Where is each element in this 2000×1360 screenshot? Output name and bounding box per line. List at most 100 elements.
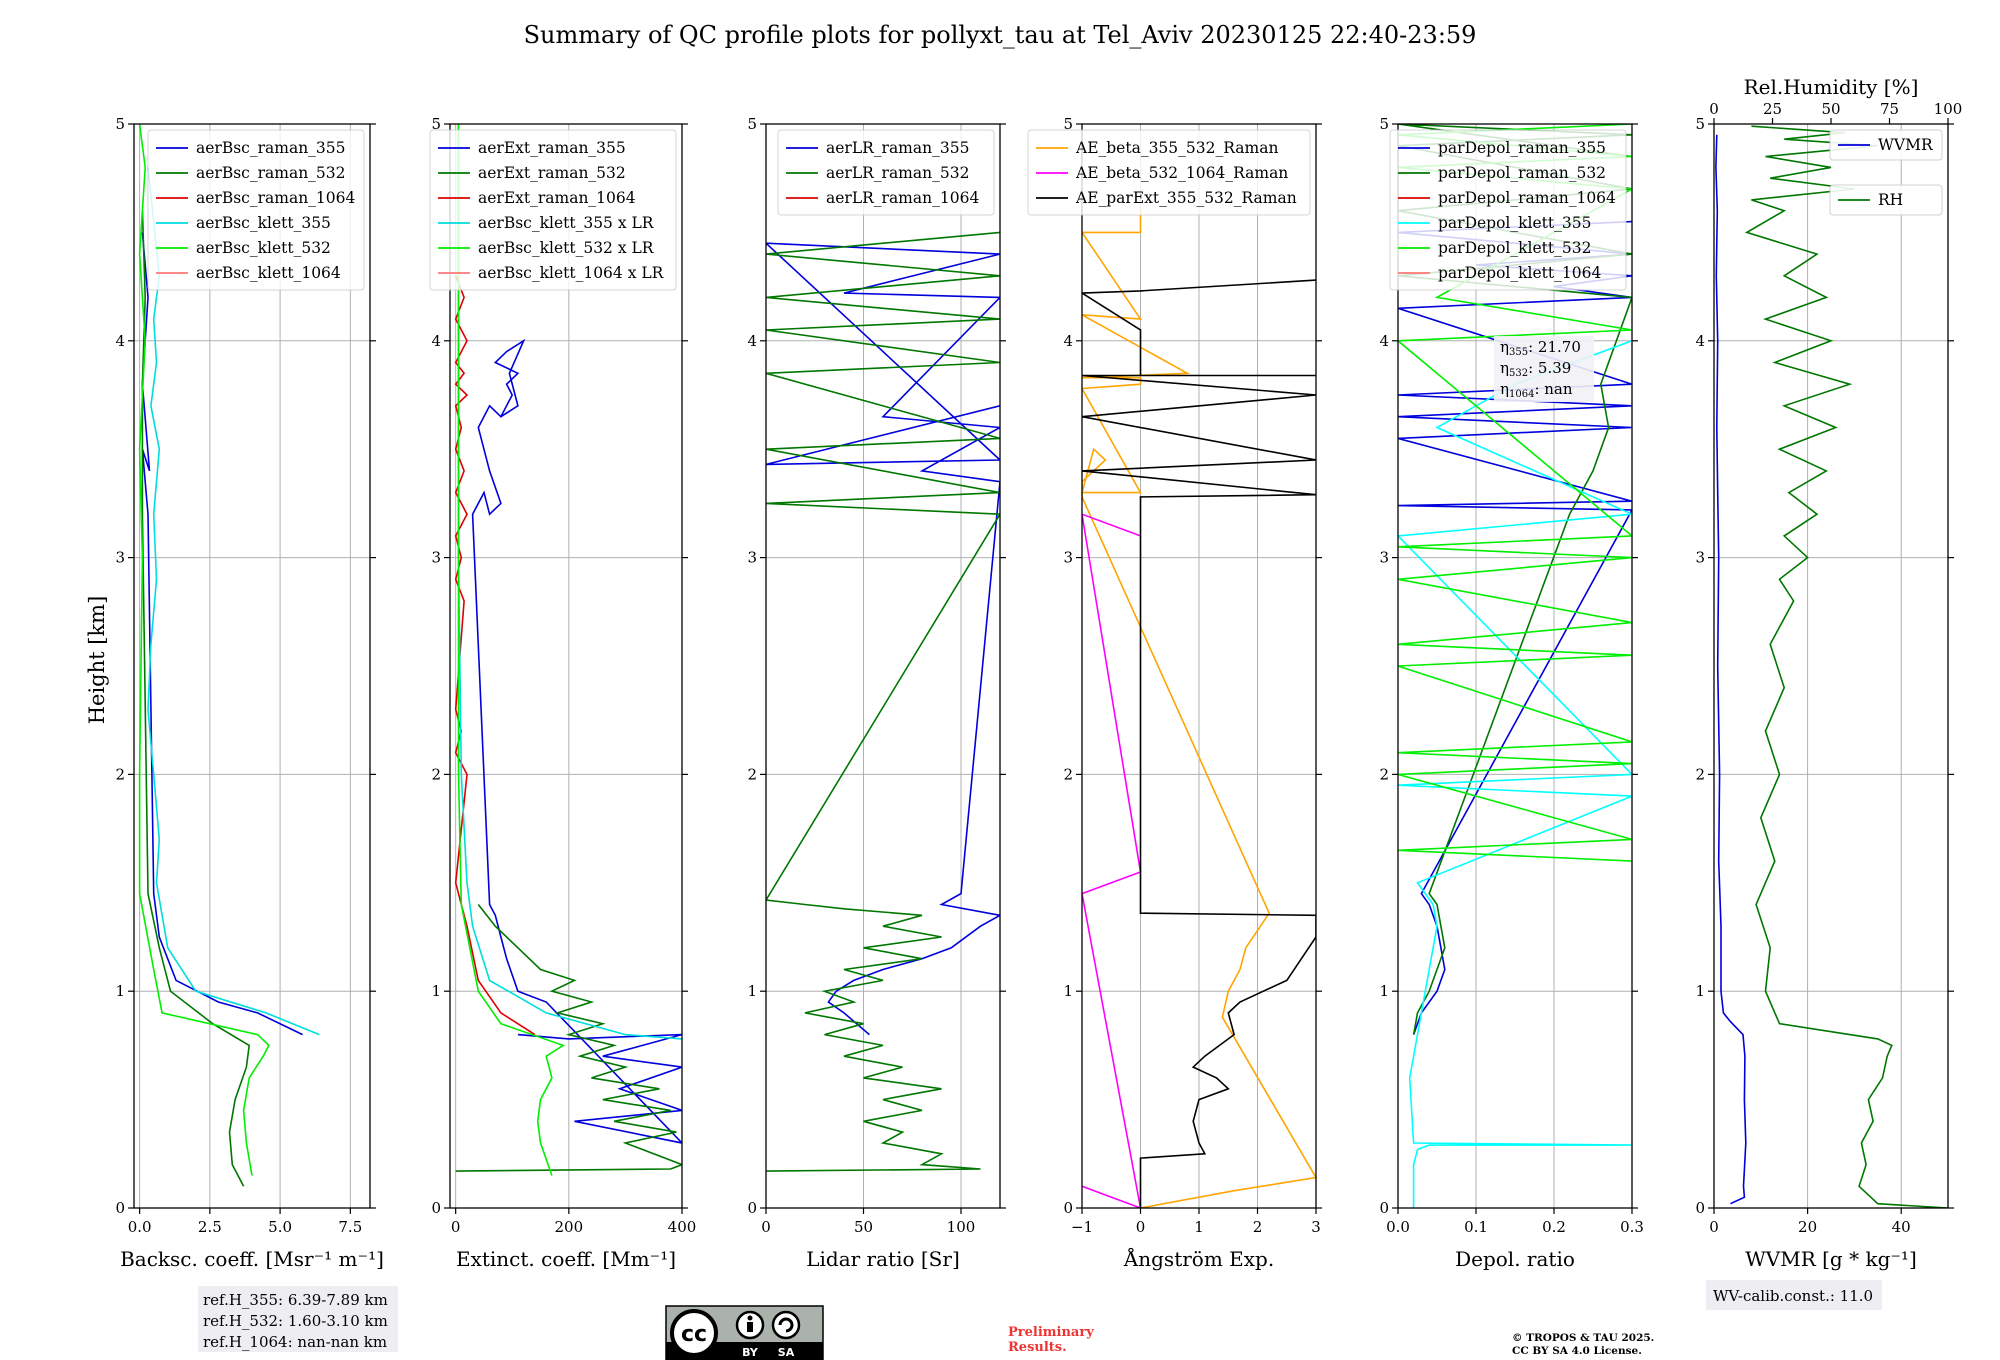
legend-box [1829, 184, 1943, 216]
eta-1064: η1064: nan [1500, 380, 1573, 400]
x-tick-label: 0 [1709, 1218, 1719, 1236]
series-line-aerBsc_klett_355 [147, 167, 320, 1036]
legend-box [429, 129, 677, 291]
series-line-aerBsc_raman_532 [141, 210, 251, 1187]
legend-label: aerBsc_klett_532 [196, 239, 331, 257]
legend-label: aerBsc_klett_355 x LR [478, 214, 655, 232]
y-tick-label: 1 [1695, 982, 1705, 1000]
legend-label: parDepol_klett_1064 [1438, 264, 1601, 282]
y-tick-label: 0 [1379, 1199, 1389, 1217]
legend-label: aerExt_raman_355 [478, 139, 626, 157]
ref-height-box [198, 1286, 398, 1352]
y-tick-label: 4 [1379, 332, 1389, 350]
legend-label: parDepol_raman_355 [1438, 139, 1606, 157]
legend-label: aerBsc_klett_1064 x LR [478, 264, 665, 282]
cc-icon: cc [681, 1322, 707, 1347]
x-axis-label: Extinct. coeff. [Mm⁻¹] [456, 1247, 676, 1271]
x-tick-label: 0.1 [1464, 1218, 1488, 1236]
x-tick-label: 0.0 [1386, 1218, 1410, 1236]
axes-frame [1713, 123, 1949, 1209]
y-tick-label: 3 [1379, 549, 1389, 567]
x-axis-label: Backsc. coeff. [Msr⁻¹ m⁻¹] [120, 1247, 384, 1271]
y-tick-label: 1 [747, 982, 757, 1000]
series-line-WVMR [1715, 134, 1747, 1205]
x-tick-label: 0.0 [128, 1218, 152, 1236]
series-line-parDepol_klett_355 [1398, 340, 1632, 1208]
legend-label: parDepol_raman_1064 [1438, 189, 1616, 207]
x-tick-label: 200 [555, 1218, 584, 1236]
y-tick-label: 4 [1695, 332, 1705, 350]
cc-by-sa-logo: cc BY SA [665, 1305, 824, 1360]
x-tick-label: 3 [1311, 1218, 1321, 1236]
top-x-axis-label: Rel.Humidity [%] [1744, 75, 1919, 99]
series-group [1082, 210, 1316, 1208]
legend-label: aerBsc_raman_355 [196, 139, 346, 157]
x-tick-label: 0 [761, 1218, 771, 1236]
legend-box [147, 129, 365, 291]
legend-label: aerBsc_klett_355 [196, 214, 331, 232]
legend-label: aerBsc_raman_532 [196, 164, 346, 182]
y-tick-label: 3 [431, 549, 441, 567]
x-tick-label: 0.2 [1542, 1218, 1566, 1236]
x-tick-label: 5.0 [268, 1218, 292, 1236]
y-tick-label: 2 [115, 765, 125, 783]
y-axis-label: Height [km] [85, 596, 109, 725]
legend-box [1829, 129, 1943, 161]
wv-calib-box [1706, 1280, 1882, 1310]
axes-frame [1397, 123, 1633, 1209]
top-x-tick-label: 0 [1709, 100, 1719, 118]
series-line-aerBsc_raman_355 [141, 232, 303, 1036]
legend-label: parDepol_klett_355 [1438, 214, 1591, 232]
legend-label: aerBsc_klett_532 x LR [478, 239, 655, 257]
axes-frame [133, 123, 371, 1209]
series-group [1715, 125, 1948, 1208]
legend-box [1389, 129, 1627, 291]
y-tick-label: 2 [1063, 765, 1073, 783]
x-tick-label: 2 [1253, 1218, 1263, 1236]
top-x-tick-label: 25 [1763, 100, 1782, 118]
series-line-aerExt_raman_355 [471, 338, 682, 1144]
ref-height-532: ref.H_532: 1.60-3.10 km [203, 1312, 388, 1330]
y-tick-label: 3 [1063, 549, 1073, 567]
series-line-AE_parExt_355_532_Raman [1082, 279, 1316, 1208]
x-tick-label: −1 [1071, 1218, 1093, 1236]
y-tick-label: 0 [747, 1199, 757, 1217]
y-tick-label: 5 [1695, 115, 1705, 133]
eta-532: η532: 5.39 [1500, 359, 1571, 379]
legend-label: WVMR [1878, 136, 1934, 154]
x-axis-label: Ångström Exp. [1123, 1246, 1274, 1271]
series-group [766, 231, 1000, 1172]
y-tick-label: 1 [115, 982, 125, 1000]
y-tick-label: 1 [1063, 982, 1073, 1000]
x-tick-label: 7.5 [338, 1218, 362, 1236]
series-line-aerExt_raman_532 [455, 904, 682, 1172]
by-label: BY [742, 1346, 759, 1359]
top-x-tick-label: 100 [1934, 100, 1963, 118]
preliminary-line-1: Preliminary [1008, 1325, 1094, 1340]
x-tick-label: 0.3 [1620, 1218, 1644, 1236]
y-tick-label: 4 [115, 332, 125, 350]
ref-height-355: ref.H_355: 6.39-7.89 km [203, 1291, 388, 1309]
ref-height-1064: ref.H_1064: nan-nan km [203, 1333, 387, 1351]
legend-label: AE_parExt_355_532_Raman [1075, 189, 1297, 207]
x-tick-label: 0 [1136, 1218, 1146, 1236]
legend-label: RH [1878, 191, 1903, 209]
series-line-parDepol_raman_355 [1398, 220, 1632, 1035]
legend-box [1027, 129, 1311, 216]
wv-calib-text: WV-calib.const.: 11.0 [1713, 1287, 1873, 1305]
x-tick-label: 1 [1194, 1218, 1204, 1236]
series-line-aerBsc_klett_532 x LR [457, 124, 566, 1176]
legend-label: aerExt_raman_1064 [478, 189, 636, 207]
top-x-tick-label: 75 [1880, 100, 1899, 118]
x-tick-label: 20 [1798, 1218, 1817, 1236]
legend-label: aerBsc_klett_1064 [196, 264, 341, 282]
panel-backscatter: 0.0 2.5 5.0 7.5 0 1 2 3 4 5 Backsc. coeff. [Msr⁻¹ … [115, 115, 383, 1271]
legend-label: aerLR_raman_532 [826, 164, 969, 182]
series-group [454, 124, 682, 1176]
top-x-tick-label: 50 [1821, 100, 1840, 118]
sa-label: SA [778, 1346, 795, 1359]
legend-label: parDepol_klett_532 [1438, 239, 1591, 257]
x-tick-label: 2.5 [198, 1218, 222, 1236]
series-line-aerLR_raman_532 [766, 231, 1000, 1172]
